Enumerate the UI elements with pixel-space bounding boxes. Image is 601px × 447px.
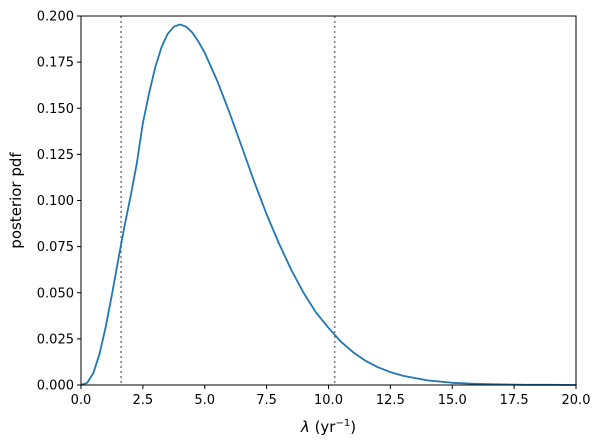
y-tick-label: 0.150 — [37, 102, 74, 117]
x-tick-label: 0.0 — [71, 393, 92, 408]
x-tick-label: 10.0 — [314, 393, 343, 408]
x-axis-label: λ (yr−1) — [300, 418, 356, 436]
y-tick-label: 0.000 — [37, 379, 74, 394]
plot-frame — [80, 15, 577, 386]
y-tick-label: 0.200 — [37, 10, 74, 25]
series-line-1 — [80, 23, 577, 386]
y-tick-label: 0.175 — [37, 56, 74, 71]
x-axis: 0.0 2.5 5.0 7.5 10.0 12.5 15.0 17.5 20.0 — [71, 385, 591, 408]
y-tick-label: 0.100 — [37, 194, 74, 209]
plot-area — [80, 16, 577, 386]
x-tick-label: 15.0 — [438, 393, 467, 408]
y-axis-label: posterior pdf — [7, 152, 25, 249]
y-tick-label: 0.050 — [37, 286, 74, 301]
y-tick-label: 0.125 — [37, 148, 74, 163]
x-tick-label: 2.5 — [133, 393, 154, 408]
y-tick-label: 0.025 — [37, 332, 74, 347]
x-tick-label: 12.5 — [376, 393, 405, 408]
y-tick-label: 0.075 — [37, 240, 74, 255]
x-tick-label: 17.5 — [500, 393, 529, 408]
y-axis: 0.000 0.025 0.050 0.075 0.100 0.125 0.150 0.175… — [37, 10, 81, 394]
x-tick-label: 7.5 — [256, 393, 277, 408]
x-tick-label: 5.0 — [194, 393, 215, 408]
x-tick-label: 20.0 — [562, 393, 591, 408]
